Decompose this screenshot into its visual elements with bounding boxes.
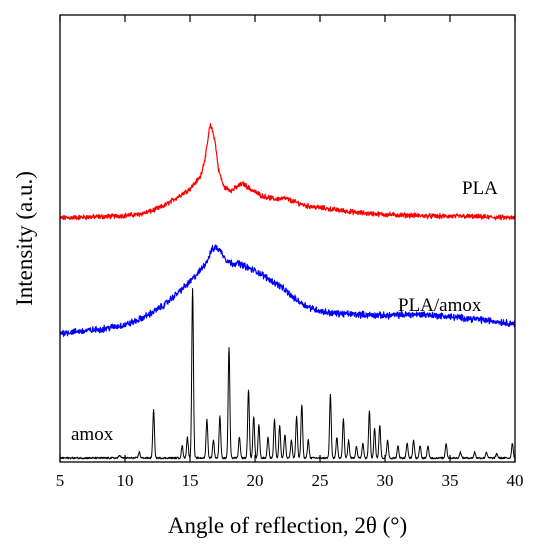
tick-layer: 5 10 15 20 25 30 35 40 xyxy=(56,15,524,490)
series-line-pla-amox xyxy=(59,244,516,337)
series-line-pla xyxy=(59,122,516,221)
series-label-amox: amox xyxy=(71,424,114,445)
x-tick-label-5: 5 xyxy=(56,471,65,490)
x-tick-label-30: 30 xyxy=(377,471,394,490)
x-tick-label-35: 35 xyxy=(442,471,459,490)
series-label-pla: PLA xyxy=(462,178,498,199)
x-tick-label-20: 20 xyxy=(247,471,264,490)
x-tick-label-10: 10 xyxy=(117,471,134,490)
x-tick-label-25: 25 xyxy=(312,471,329,490)
x-axis-title: Angle of reflection, 2θ (°) xyxy=(168,513,407,538)
x-tick-label-40: 40 xyxy=(507,471,524,490)
series-layer xyxy=(59,122,516,460)
plot-frame xyxy=(59,14,516,463)
series-line-amox xyxy=(59,287,516,460)
x-tick-label-15: 15 xyxy=(182,471,199,490)
series-label-pla-amox: PLA/amox xyxy=(398,295,482,316)
y-axis-title: Intensity (a.u.) xyxy=(12,171,37,306)
